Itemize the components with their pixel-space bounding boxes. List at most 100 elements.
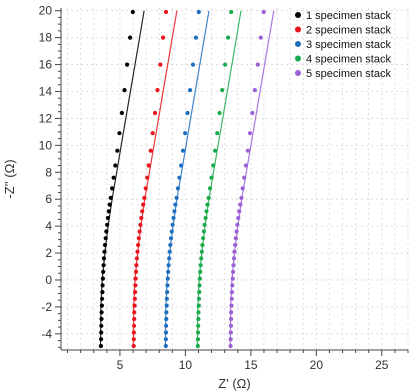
data-point-series-2 [136,236,141,241]
data-point-series-4 [204,209,209,214]
tick-labels: 5 10 15 20 25 -4 -2 0 2 4 6 8 10 12 14 16 18 20 [39,4,389,372]
data-point-series-1 [105,222,110,227]
y-axis-title: -Z'' (Ω) [2,159,17,198]
data-point-series-2 [161,35,166,40]
data-point-series-3 [165,276,170,281]
data-point-series-2 [155,88,160,93]
legend-label-2: 2 specimen stack [306,25,391,37]
data-point-series-4 [207,186,213,191]
data-point-series-5 [245,148,250,153]
y-tick-label: 20 [39,4,53,18]
data-point-series-1 [99,310,104,315]
data-point-series-3 [172,209,177,214]
data-point-series-4 [200,242,205,248]
data-point-series-3 [185,110,190,116]
data-point-series-1 [122,88,127,93]
legend-label-5: 5 specimen stack [306,68,391,80]
data-point-series-4 [206,195,211,200]
data-point-series-3 [167,249,172,254]
data-point-series-5 [247,131,253,136]
data-point-series-2 [133,269,139,274]
data-point-series-1 [125,62,130,67]
data-point-series-2 [133,276,138,281]
data-point-series-3 [170,222,175,227]
data-point-series-3 [165,290,170,295]
data-point-series-2 [145,175,150,180]
data-point-series-4 [197,283,202,288]
data-point-series-3 [196,9,201,15]
data-point-series-3 [175,186,180,191]
data-point-series-3 [165,283,170,288]
data-point-series-1 [102,242,108,248]
data-point-series-4 [195,337,201,342]
data-point-series-5 [230,276,235,281]
data-point-series-5 [228,330,233,335]
data-point-series-1 [111,175,116,180]
data-point-series-5 [238,202,243,207]
data-point-series-3 [168,242,173,248]
data-point-series-3 [164,303,169,308]
legend-marker-3 [295,41,301,47]
data-point-series-1 [108,195,113,200]
legend-label-3: 3 specimen stack [306,39,391,51]
data-point-series-5 [255,62,260,67]
data-point-series-3 [188,88,193,93]
data-point-series-5 [261,9,266,15]
data-point-series-1 [100,276,105,281]
data-point-series-5 [250,110,255,116]
data-point-series-2 [132,296,137,301]
data-point-series-3 [164,296,169,301]
data-point-series-1 [130,9,135,15]
data-point-series-1 [103,236,108,241]
data-point-series-1 [107,202,112,207]
y-tick-label: -4 [41,327,52,341]
data-point-series-1 [100,296,105,301]
data-point-series-2 [134,263,139,268]
data-point-series-1 [101,256,106,261]
data-point-series-5 [230,283,235,288]
y-tick-label: 14 [39,84,53,98]
data-point-series-4 [196,323,201,328]
data-point-series-1 [99,323,104,328]
data-point-series-3 [164,310,169,315]
data-point-series-1 [101,269,106,274]
data-point-series-5 [242,175,247,180]
y-tick-label: 0 [45,273,52,287]
data-point-series-2 [132,303,137,308]
data-point-series-5 [234,229,239,234]
data-point-series-4 [197,290,202,295]
data-point-series-4 [202,222,207,227]
data-point-series-3 [190,62,196,67]
data-point-series-3 [163,337,168,342]
y-tick-label: 4 [45,219,52,233]
data-point-series-4 [196,296,202,301]
data-point-series-4 [196,316,201,322]
x-tick-label: 10 [179,358,193,372]
data-point-series-3 [169,229,174,234]
data-point-series-5 [231,256,237,261]
y-tick-label: 16 [39,58,53,72]
data-point-series-2 [131,343,136,349]
y-tick-label: 18 [39,31,53,45]
data-point-series-3 [183,131,188,136]
data-point-series-5 [228,323,234,328]
data-point-series-3 [168,236,174,241]
data-point-series-5 [252,88,257,93]
data-point-series-5 [258,35,263,40]
data-point-series-2 [146,163,151,168]
data-point-series-3 [180,148,186,153]
data-point-series-5 [233,236,238,241]
data-point-series-3 [166,269,171,274]
data-point-series-5 [243,163,248,168]
data-point-series-1 [113,163,118,168]
data-point-series-1 [106,209,111,214]
data-point-series-4 [211,163,216,168]
legend-label-4: 4 specimen stack [306,54,391,66]
data-points [98,9,266,349]
data-point-series-2 [135,249,140,254]
data-point-series-4 [199,256,204,261]
data-point-series-5 [228,343,233,349]
data-point-series-5 [229,316,234,322]
data-point-series-4 [201,229,206,234]
data-point-series-4 [205,202,210,207]
